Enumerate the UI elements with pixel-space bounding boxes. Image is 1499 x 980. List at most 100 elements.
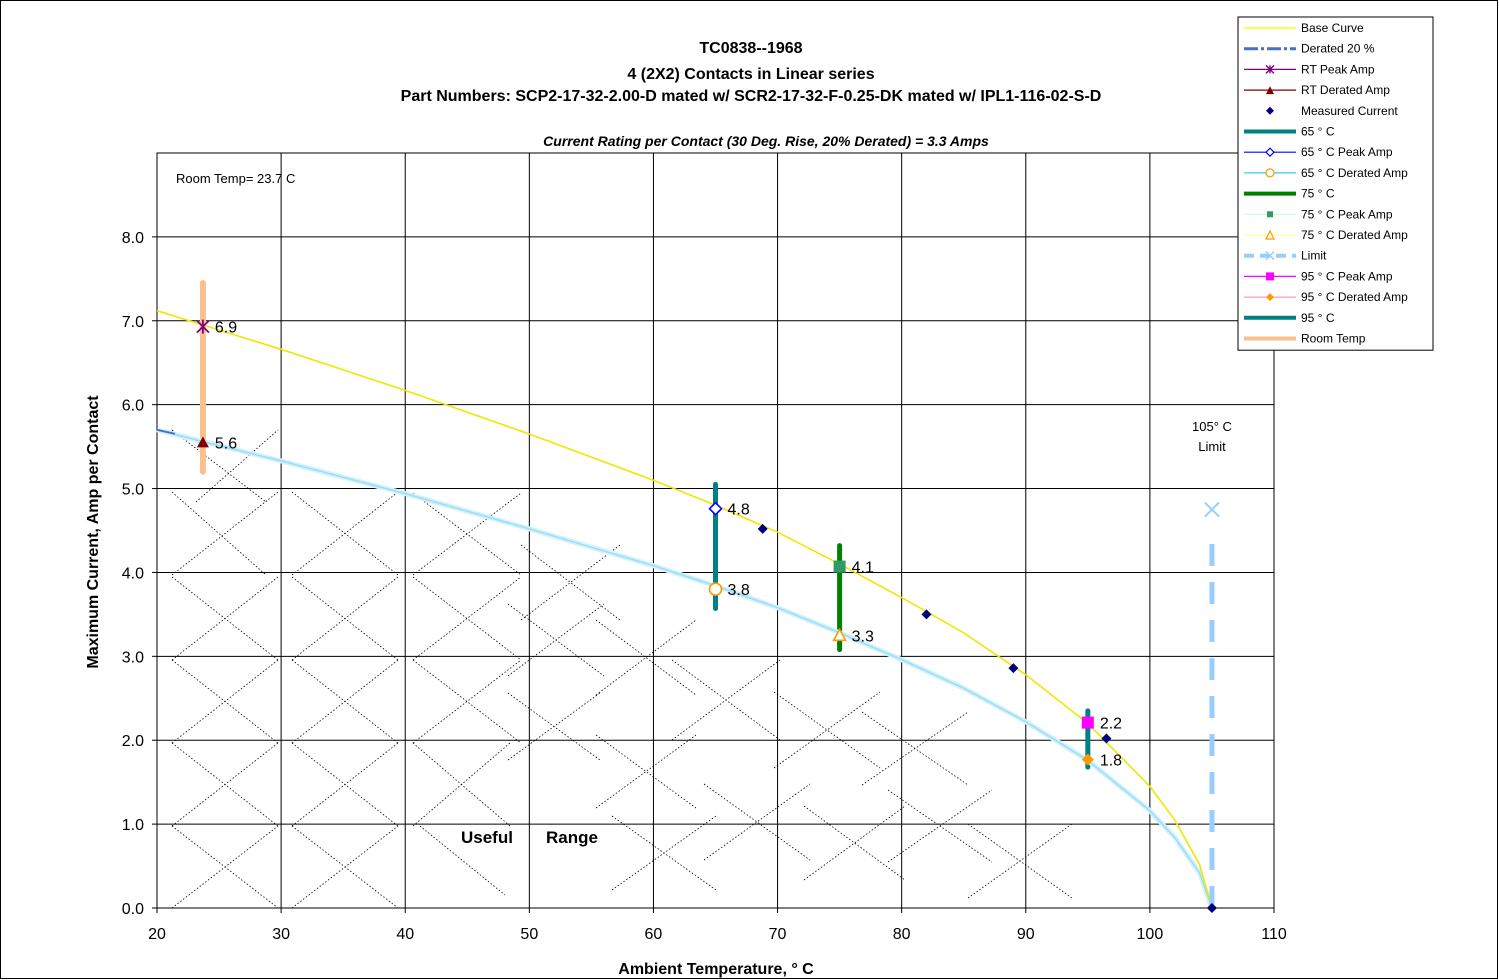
hatch-line-34 xyxy=(507,603,605,677)
legend-label-12: 95 ° C Peak Amp xyxy=(1301,269,1393,283)
legend-entry-95-c-peak-amp: 95 ° C Peak Amp xyxy=(1244,269,1393,283)
legend-entry-derated-20: Derated 20 % xyxy=(1244,42,1375,56)
marker-75-c-derated-amp xyxy=(832,627,847,642)
hatch-line-15 xyxy=(291,576,399,661)
marker-95-c-derated-amp xyxy=(1081,753,1094,766)
hatch-line-47 xyxy=(773,691,881,769)
marker-65-c-peak-amp xyxy=(708,501,723,516)
legend-label-10: 75 ° C Derated Amp xyxy=(1301,228,1408,242)
legend-entry-95-c-derated-amp: 95 ° C Derated Amp xyxy=(1244,290,1408,304)
hatch-line-45 xyxy=(703,783,811,861)
y-tick-label-3: 3.0 xyxy=(122,649,144,666)
y-tick-label-6: 6.0 xyxy=(122,398,144,415)
hatch-line-29 xyxy=(412,742,511,827)
data-label-75-c-peak-amp: 4.1 xyxy=(852,560,874,577)
legend-label-13: 95 ° C Derated Amp xyxy=(1301,290,1408,304)
x-tick-label-7: 90 xyxy=(1017,926,1035,943)
marker-rt-derated-amp xyxy=(196,436,209,448)
legend-label-1: Derated 20 % xyxy=(1301,42,1375,56)
room-temp-note: Room Temp= 23.7 C xyxy=(176,171,295,186)
series-layer: 6.9 5.6 4.8 3.8 4.1 3.3 2.2 1.8 xyxy=(156,280,1220,913)
data-label-rt-peak-amp: 6.9 xyxy=(215,320,237,337)
data-label-95-c-peak-amp: 2.2 xyxy=(1100,716,1122,733)
legend-mark-6 xyxy=(1265,147,1275,158)
legend-entry-75-c: 75 ° C xyxy=(1244,187,1335,201)
y-tick-label-5: 5.0 xyxy=(122,482,144,499)
y-tick-label-7: 7.0 xyxy=(122,314,144,331)
legend-label-5: 65 ° C xyxy=(1301,125,1335,139)
measured-point-3 xyxy=(1101,733,1112,744)
chart-title-line-1: TC0838--1968 xyxy=(699,40,802,57)
legend-entry-65-c: 65 ° C xyxy=(1244,125,1335,139)
legend-mark-2 xyxy=(1265,64,1275,74)
hatch-line-46 xyxy=(703,783,811,861)
x-tick-label-2: 40 xyxy=(396,926,414,943)
legend-entry-measured-current: Measured Current xyxy=(1266,104,1398,118)
hatch-line-7 xyxy=(171,742,279,827)
legend-label-0: Base Curve xyxy=(1301,21,1364,35)
legend-mark-10 xyxy=(1265,229,1275,240)
hatch-line-42 xyxy=(611,815,717,891)
hatch-line-44 xyxy=(671,659,781,741)
legend-entry-65-c-derated-amp: 65 ° C Derated Amp xyxy=(1244,166,1408,180)
limit-marker-b xyxy=(1204,501,1220,518)
hatch-line-1 xyxy=(171,491,279,576)
legend-entry-75-c-peak-amp: 75 ° C Peak Amp xyxy=(1244,207,1393,221)
useful-range-hatch xyxy=(171,429,1073,909)
legend: Base Curve Derated 20 % RT Peak Amp RT Dera… xyxy=(1237,16,1434,351)
chart-title-line-2: 4 (2X2) Contacts in Linear series xyxy=(627,66,874,83)
hatch-line-56 xyxy=(967,823,1073,899)
y-axis-label: Maximum Current, Amp per Contact xyxy=(85,395,102,669)
measured-point-1 xyxy=(921,609,932,620)
y-tick-label-2: 2.0 xyxy=(122,733,144,750)
measured-point-0 xyxy=(757,523,768,534)
hatch-line-19 xyxy=(291,742,399,827)
hatch-line-52 xyxy=(861,711,969,786)
legend-entry-95-c: 95 ° C xyxy=(1244,311,1335,325)
measured-point-4 xyxy=(1206,903,1217,913)
legend-label-8: 75 ° C xyxy=(1301,187,1335,201)
legend-entry-75-c-derated-amp: 75 ° C Derated Amp xyxy=(1244,228,1408,242)
legend-entry-rt-peak-amp: RT Peak Amp xyxy=(1244,62,1375,76)
chart-title-line-3: Part Numbers: SCP2-17-32-2.00-D mated w/… xyxy=(401,88,1102,105)
x-tick-label-0: 20 xyxy=(148,926,166,943)
legend-mark-11 xyxy=(1265,251,1275,261)
legend-label-4: Measured Current xyxy=(1301,104,1398,118)
data-label-65-c-derated-amp: 3.8 xyxy=(728,582,750,599)
x-tick-label-8: 100 xyxy=(1137,926,1164,943)
x-tick-label-3: 50 xyxy=(520,926,538,943)
data-label-65-c-peak-amp: 4.8 xyxy=(728,502,750,519)
hatch-line-36 xyxy=(507,692,601,761)
legend-label-11: Limit xyxy=(1301,249,1327,263)
hatch-line-5 xyxy=(171,659,279,744)
x-tick-label-6: 80 xyxy=(893,926,911,943)
x-tick-label-5: 70 xyxy=(769,926,787,943)
hatch-line-13 xyxy=(291,491,399,576)
legend-mark-4 xyxy=(1266,106,1274,115)
legend-entry-limit: Limit xyxy=(1244,249,1327,263)
legend-label-2: RT Peak Amp xyxy=(1301,62,1375,76)
legend-mark-7 xyxy=(1265,168,1275,178)
data-label-75-c-derated-amp: 3.3 xyxy=(852,628,874,645)
legend-entry-rt-derated-amp: RT Derated Amp xyxy=(1244,83,1390,97)
hatch-line-30 xyxy=(419,825,506,896)
x-tick-label-1: 30 xyxy=(272,926,290,943)
legend-label-9: 75 ° C Peak Amp xyxy=(1301,207,1393,221)
y-tick-label-1: 1.0 xyxy=(122,817,144,834)
marker-95-c-peak-amp xyxy=(1081,716,1094,729)
y-tick-label-4: 4.0 xyxy=(122,565,144,582)
derated-lead-in xyxy=(156,428,176,435)
hatch-line-17 xyxy=(291,659,399,744)
legend-entry-room-temp: Room Temp xyxy=(1244,332,1366,346)
marker-rt-peak-amp xyxy=(196,319,210,334)
tick-layer: 20 30 40 50 60 70 80 90 100 110 0.0 1.0 2.0 3.0 4.0 5.0… xyxy=(122,230,1287,943)
legend-mark-13 xyxy=(1266,293,1274,302)
useful-range-label-1: Useful xyxy=(461,828,513,847)
limit-note-line-2: Limit xyxy=(1198,439,1226,454)
hatch-line-10 xyxy=(171,429,267,503)
legend-entry-base-curve: Base Curve xyxy=(1244,21,1364,35)
legend-mark-3 xyxy=(1266,86,1274,95)
y-tick-label-0: 0.0 xyxy=(122,901,144,918)
legend-label-3: RT Derated Amp xyxy=(1301,83,1390,97)
